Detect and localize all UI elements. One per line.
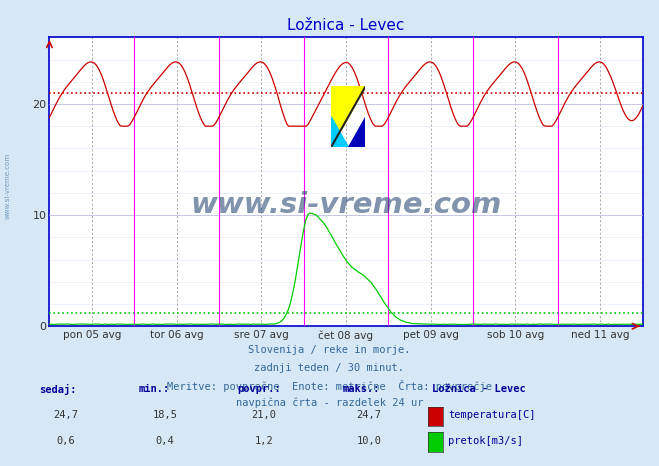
Text: 24,7: 24,7 <box>357 410 382 420</box>
Polygon shape <box>331 117 348 147</box>
Text: www.si-vreme.com: www.si-vreme.com <box>190 191 501 219</box>
Text: maks.:: maks.: <box>343 384 380 394</box>
Text: min.:: min.: <box>138 384 169 394</box>
Text: Ložnica - Levec: Ložnica - Levec <box>432 384 525 394</box>
Text: 0,6: 0,6 <box>57 436 75 445</box>
Text: sedaj:: sedaj: <box>40 384 77 396</box>
Polygon shape <box>348 117 365 147</box>
Text: 10,0: 10,0 <box>357 436 382 445</box>
Text: 18,5: 18,5 <box>152 410 177 420</box>
Text: www.si-vreme.com: www.si-vreme.com <box>5 153 11 219</box>
Text: 1,2: 1,2 <box>254 436 273 445</box>
Text: 24,7: 24,7 <box>53 410 78 420</box>
Text: povpr.:: povpr.: <box>237 384 281 394</box>
Text: Meritve: povprečne  Enote: metrične  Črta: povprečje: Meritve: povprečne Enote: metrične Črta:… <box>167 380 492 392</box>
Text: navpična črta - razdelek 24 ur: navpična črta - razdelek 24 ur <box>236 398 423 409</box>
Text: zadnji teden / 30 minut.: zadnji teden / 30 minut. <box>254 363 405 372</box>
Text: pretok[m3/s]: pretok[m3/s] <box>448 436 523 445</box>
Text: 0,4: 0,4 <box>156 436 174 445</box>
Text: 21,0: 21,0 <box>251 410 276 420</box>
Text: temperatura[C]: temperatura[C] <box>448 410 536 420</box>
Text: Slovenija / reke in morje.: Slovenija / reke in morje. <box>248 345 411 355</box>
Title: Ložnica - Levec: Ložnica - Levec <box>287 18 405 34</box>
Polygon shape <box>331 87 365 147</box>
